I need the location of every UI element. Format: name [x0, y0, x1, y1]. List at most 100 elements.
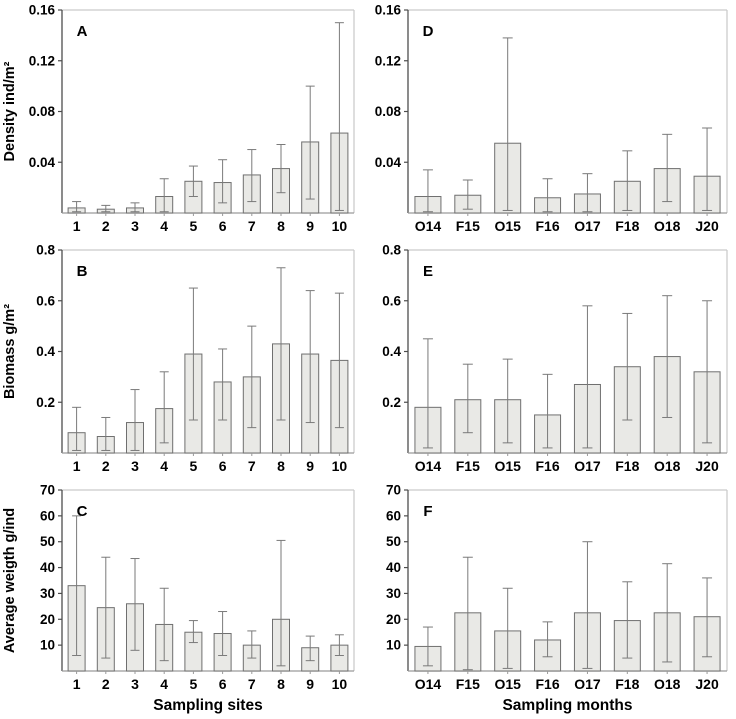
- error-bar-A-7: [247, 149, 257, 203]
- error-bar-C-6: [218, 611, 228, 656]
- panel-cell-B: 0.2 0.4 0.6 0.8 1 2 3 4 5 6 7 8 9 10 B Biomass g/m²: [0, 240, 368, 480]
- x-tick-label: 7: [248, 218, 256, 234]
- x-tick-label: 4: [160, 676, 168, 692]
- y-tick-label: 20: [40, 612, 55, 627]
- error-bar-C-4: [159, 587, 169, 662]
- panel-cell-F: 10 20 30 40 50 60 70 O14 F15 O15 F16 O17 F18 O18 J20 F S…: [368, 480, 736, 719]
- error-bar-A-5: [188, 165, 198, 198]
- error-bar-E-O18: [662, 295, 673, 418]
- y-tick-label: 40: [40, 560, 55, 575]
- y-tick-label: 0.12: [375, 53, 401, 68]
- error-bar-A-3: [130, 202, 140, 213]
- error-bar-A-4: [159, 178, 169, 213]
- error-bar-D-J20: [702, 127, 713, 211]
- error-bar-C-5: [188, 620, 198, 644]
- error-bar-C-9: [305, 635, 315, 662]
- x-axis-title: Sampling months: [502, 697, 632, 714]
- x-tick-label: 9: [306, 458, 314, 474]
- y-tick-label: 0.08: [375, 104, 402, 119]
- x-tick-label: J20: [695, 676, 719, 692]
- x-tick-label: J20: [695, 458, 719, 474]
- panel-letter-D: D: [423, 23, 434, 40]
- panel-cell-D: 0.04 0.08 0.12 0.16 O14 F15 O15 F16 O17 F18 O18 J20…: [368, 0, 736, 240]
- x-tick-label: 9: [306, 676, 314, 692]
- x-tick-label: 10: [332, 676, 348, 692]
- error-bar-D-O14: [422, 169, 433, 213]
- error-bar-F-F18: [622, 581, 633, 659]
- panel-letter-E: E: [423, 263, 433, 280]
- x-tick-label: 2: [102, 218, 110, 234]
- y-tick-label: 0.16: [29, 3, 56, 18]
- x-tick-label: 2: [102, 676, 110, 692]
- x-tick-label: 10: [332, 458, 348, 474]
- x-tick-label: 2: [102, 458, 110, 474]
- y-tick-label: 0.6: [36, 293, 55, 308]
- x-tick-label: 5: [190, 218, 198, 234]
- x-tick-label: 3: [131, 676, 139, 692]
- y-tick-label: 30: [386, 586, 401, 601]
- panel-letter-B: B: [77, 263, 88, 280]
- x-tick-label: O18: [654, 458, 681, 474]
- y-tick-label: 0.12: [29, 53, 55, 68]
- panel-letter-A: A: [77, 23, 88, 40]
- panel-B-chart: 0.2 0.4 0.6 0.8 1 2 3 4 5 6 7 8 9 10 B Biomass g/m²: [2, 243, 355, 474]
- x-tick-label: 8: [277, 458, 285, 474]
- x-tick-label: 10: [332, 218, 348, 234]
- x-tick-label: 7: [248, 676, 256, 692]
- panel-cell-C: 10 20 30 40 50 60 70 1 2 3 4 5 6 7 8 9 10 C Average weigth…: [0, 480, 368, 719]
- x-tick-label: 1: [73, 458, 81, 474]
- x-tick-label: F18: [615, 458, 639, 474]
- x-tick-label: 9: [306, 218, 314, 234]
- x-tick-label: O17: [574, 676, 601, 692]
- y-tick-label: 0.04: [29, 155, 56, 170]
- y-tick-label: 0.4: [382, 344, 401, 359]
- error-bar-A-1: [72, 201, 82, 213]
- panel-cell-A: 0.04 0.08 0.12 0.16 1 2 3 4 5 6 7 8 9 10 A Density ind/…: [0, 0, 368, 240]
- y-axis-title: Biomass g/m²: [2, 304, 18, 399]
- x-tick-label: O15: [494, 458, 521, 474]
- x-tick-label: J20: [695, 218, 719, 234]
- error-bar-B-1: [72, 406, 82, 451]
- error-bar-E-O15: [502, 358, 513, 444]
- x-tick-label: O17: [574, 218, 601, 234]
- error-bar-D-O15: [502, 37, 513, 211]
- error-bar-B-2: [101, 416, 111, 451]
- error-bar-D-F18: [622, 150, 633, 211]
- error-bar-F-O15: [502, 587, 513, 669]
- x-tick-label: O18: [654, 676, 681, 692]
- error-bar-B-7: [247, 325, 257, 429]
- x-tick-label: 6: [219, 676, 227, 692]
- y-tick-label: 0.08: [29, 104, 56, 119]
- panel-F-chart: 10 20 30 40 50 60 70 O14 F15 O15 F16 O17 F18 O18 J20 F S…: [386, 483, 728, 714]
- y-tick-label: 30: [40, 586, 55, 601]
- x-tick-label: O18: [654, 218, 681, 234]
- y-tick-label: 0.8: [36, 243, 55, 258]
- error-bar-B-5: [188, 287, 198, 421]
- panel-cell-E: 0.2 0.4 0.6 0.8 O14 F15 O15 F16 O17 F18 O18 J20 E: [368, 240, 736, 480]
- error-bar-D-F15: [462, 179, 473, 210]
- panel-letter-C: C: [77, 503, 88, 520]
- error-bar-F-F16: [542, 621, 553, 658]
- x-tick-label: 3: [131, 218, 139, 234]
- error-bar-A-10: [334, 22, 344, 211]
- error-bar-B-9: [305, 290, 315, 424]
- error-bar-C-3: [130, 558, 140, 651]
- x-tick-label: F15: [456, 676, 480, 692]
- error-bar-A-9: [305, 85, 315, 200]
- x-tick-label: F16: [536, 676, 560, 692]
- y-tick-label: 0.16: [375, 3, 402, 18]
- error-bar-A-6: [218, 159, 228, 204]
- panel-A-chart: 0.04 0.08 0.12 0.16 1 2 3 4 5 6 7 8 9 10 A Density ind/…: [2, 3, 355, 234]
- y-tick-label: 20: [386, 612, 401, 627]
- x-tick-label: F15: [456, 458, 480, 474]
- error-bar-C-10: [334, 634, 344, 656]
- y-tick-label: 0.04: [375, 155, 402, 170]
- error-bar-E-O17: [582, 305, 593, 449]
- panel-letter-F: F: [423, 503, 432, 520]
- x-tick-label: 5: [190, 458, 198, 474]
- x-tick-label: 6: [219, 218, 227, 234]
- error-bar-D-F16: [542, 178, 553, 213]
- panel-C-chart: 10 20 30 40 50 60 70 1 2 3 4 5 6 7 8 9 10 C Average weigth…: [2, 483, 355, 714]
- x-tick-label: F16: [536, 218, 560, 234]
- x-tick-label: O15: [494, 676, 521, 692]
